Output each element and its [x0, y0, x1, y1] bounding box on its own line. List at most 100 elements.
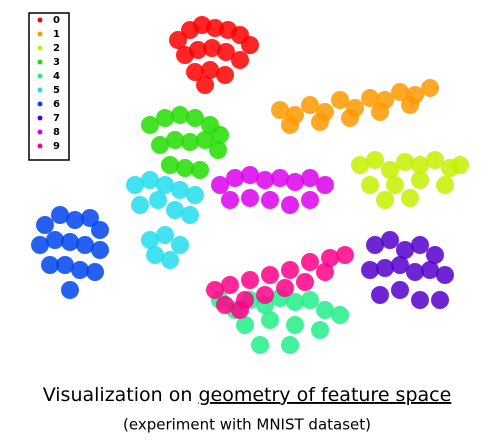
point [221, 191, 239, 209]
point [149, 191, 167, 209]
point [396, 153, 414, 171]
point [141, 171, 159, 189]
point [86, 263, 104, 281]
point [211, 176, 229, 194]
legend-label: 8 [53, 127, 60, 138]
point [81, 209, 99, 227]
point [411, 171, 429, 189]
point [341, 109, 359, 127]
point [391, 256, 409, 274]
scatter-plot [31, 16, 469, 354]
point [301, 96, 319, 114]
point [171, 106, 189, 124]
point [366, 236, 384, 254]
caption: Visualization on geometry of feature spa… [43, 384, 452, 406]
caption-underlined: geometry of feature space [198, 384, 451, 406]
point [371, 286, 389, 304]
point [169, 31, 187, 49]
point [166, 201, 184, 219]
point [381, 161, 399, 179]
point [261, 266, 279, 284]
point [426, 246, 444, 264]
point [301, 191, 319, 209]
point [189, 41, 207, 59]
point [186, 109, 204, 127]
point [56, 256, 74, 274]
legend-marker [37, 73, 43, 79]
point [176, 159, 194, 177]
legend-marker [37, 115, 43, 121]
point [261, 191, 279, 209]
legend-box [28, 12, 70, 161]
legend-marker [37, 143, 43, 149]
legend-label: 1 [53, 29, 60, 40]
point [451, 156, 469, 174]
point [361, 261, 379, 279]
point [156, 176, 174, 194]
point [181, 133, 199, 151]
point [181, 206, 199, 224]
point [146, 246, 164, 264]
point [191, 161, 209, 179]
point [41, 256, 59, 274]
point [241, 189, 259, 207]
point [261, 311, 279, 329]
point [281, 116, 299, 134]
legend-marker [37, 87, 43, 93]
point [151, 136, 169, 154]
point [401, 189, 419, 207]
point [31, 236, 49, 254]
point [46, 231, 64, 249]
point [401, 96, 419, 114]
point [171, 181, 189, 199]
point [141, 116, 159, 134]
point [156, 226, 174, 244]
point [296, 273, 314, 291]
point [281, 261, 299, 279]
point [241, 166, 259, 184]
point [241, 271, 259, 289]
legend-label: 3 [53, 57, 60, 68]
point [321, 249, 339, 267]
point [371, 103, 389, 121]
point [316, 176, 334, 194]
caption-text: Visualization on [43, 384, 193, 406]
point [196, 76, 214, 94]
point [226, 169, 244, 187]
point [376, 191, 394, 209]
point [61, 281, 79, 299]
point [126, 176, 144, 194]
point [161, 156, 179, 174]
point [36, 216, 54, 234]
legend-label: 5 [53, 85, 60, 96]
legend-label: 6 [53, 99, 60, 110]
point [301, 253, 319, 271]
point [436, 176, 454, 194]
point [203, 39, 221, 57]
point [281, 336, 299, 354]
point [171, 236, 189, 254]
point [76, 236, 94, 254]
point [161, 251, 179, 269]
point [286, 316, 304, 334]
point [236, 316, 254, 334]
legend-marker [37, 45, 43, 51]
point [271, 169, 289, 187]
point [311, 113, 329, 131]
point [91, 241, 109, 259]
legend-marker [37, 17, 43, 23]
legend: 0 1 2 3 4 5 6 7 8 9 [37, 15, 60, 152]
point [51, 206, 69, 224]
point [131, 196, 149, 214]
legend-marker [37, 129, 43, 135]
point [361, 176, 379, 194]
point [426, 151, 444, 169]
point [376, 259, 394, 277]
point [271, 101, 289, 119]
point [221, 276, 239, 294]
point [231, 301, 249, 319]
point [251, 336, 269, 354]
point [411, 236, 429, 254]
point [381, 231, 399, 249]
